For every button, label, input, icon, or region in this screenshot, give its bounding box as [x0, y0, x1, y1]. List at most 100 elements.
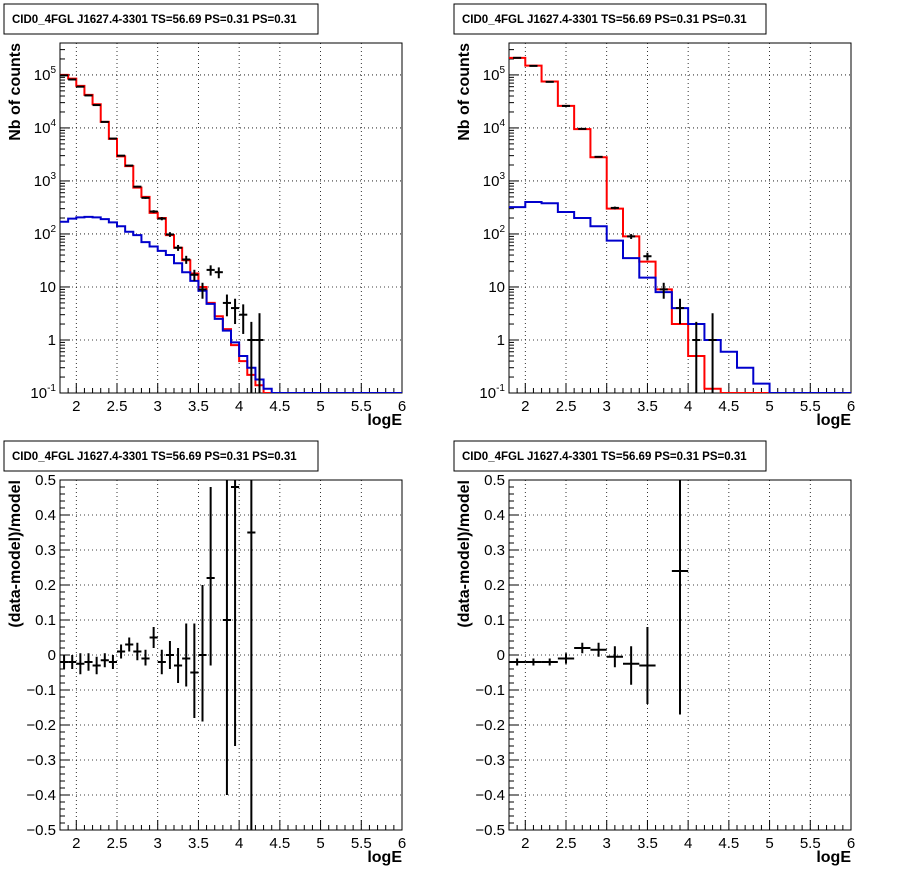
x-axis-label: logE [816, 412, 851, 429]
chart-panel-3: 2 2.5 3 3.5 4 4.5 5 5.5 6 −0.5 −0.4 −0.3 −0.2 −0.1 0 0.… [3, 440, 406, 866]
y-tick-label: −0.4 [475, 787, 505, 804]
y-tick-label: 0 [48, 647, 56, 664]
x-axis-label: logE [367, 412, 402, 429]
y-tick-label: −0.2 [475, 717, 505, 734]
y-tick-label: −0.1 [475, 682, 505, 699]
y-tick-label: −0.1 [26, 682, 56, 699]
y-tick-label: 0.5 [484, 472, 505, 489]
y-tick-label: 0.2 [35, 577, 56, 594]
y-tick-label: −0.2 [26, 717, 56, 734]
x-tick-label: 6 [398, 398, 406, 415]
x-tick-label: 3.5 [637, 835, 658, 852]
y-tick-label: 105 [483, 65, 506, 84]
plot-frame [508, 42, 852, 394]
y-tick-label: 0.3 [35, 542, 56, 559]
y-tick-label: 10 [39, 279, 56, 296]
x-tick-label: 2.5 [556, 835, 577, 852]
x-tick-label: 3.5 [188, 835, 209, 852]
chart-title: CID0_4FGL J1627.4-3301 TS=56.69 PS=0.31 … [12, 14, 297, 26]
x-tick-label: 5 [316, 398, 324, 415]
y-tick-label: 105 [34, 65, 57, 84]
x-tick-label: 2.5 [107, 398, 128, 415]
x-tick-label: 6 [847, 398, 855, 415]
x-tick-label: 5 [316, 835, 324, 852]
plot-area [60, 480, 256, 830]
x-tick-label: 5 [765, 835, 773, 852]
y-axis-label: (data-model)/model [456, 480, 473, 628]
y-tick-label: 10-1 [30, 383, 56, 402]
y-tick-label: −0.4 [26, 787, 56, 804]
y-tick-label: 0.5 [35, 472, 56, 489]
x-tick-label: 2 [72, 398, 80, 415]
x-tick-label: 6 [847, 835, 855, 852]
y-tick-label: 0 [497, 647, 505, 664]
y-tick-label: 103 [34, 171, 57, 190]
x-tick-label: 5.5 [351, 398, 372, 415]
x-tick-label: 4 [235, 398, 243, 415]
y-axis-label: (data-model)/model [7, 480, 24, 628]
chart-panel-1: 2 2.5 3 3.5 4 4.5 5 5.5 6 10-1 1 10 102 103 104 105 logE… [3, 3, 406, 429]
plot-area [60, 73, 402, 393]
title-box [453, 440, 767, 472]
y-tick-label: −0.5 [475, 822, 505, 839]
y-tick-label: −0.3 [475, 752, 505, 769]
x-tick-label: 3 [603, 398, 611, 415]
chart-title: CID0_4FGL J1627.4-3301 TS=56.69 PS=0.31 … [462, 451, 747, 463]
y-tick-label: 0.1 [484, 612, 505, 629]
chart-panel-4: 2 2.5 3 3.5 4 4.5 5 5.5 6 −0.5 −0.4 −0.3 −0.2 −0.1 0 0.… [453, 440, 855, 866]
x-tick-label: 4.5 [269, 398, 290, 415]
series-step-line-0 [509, 56, 851, 393]
y-axis-label: Nb of counts [456, 43, 473, 141]
x-axis-label: logE [367, 849, 402, 866]
chart-title: CID0_4FGL J1627.4-3301 TS=56.69 PS=0.31 … [462, 14, 747, 26]
x-tick-label: 2 [521, 398, 529, 415]
y-tick-label: −0.5 [26, 822, 56, 839]
title-box [3, 3, 319, 35]
y-tick-label: 10 [488, 279, 505, 296]
x-axis-label: logE [816, 849, 851, 866]
y-tick-label: 0.2 [484, 577, 505, 594]
x-tick-label: 3 [154, 835, 162, 852]
plot-area [509, 56, 851, 393]
y-tick-label: 0.4 [35, 507, 56, 524]
x-tick-label: 4 [235, 835, 243, 852]
series-step-line-1 [60, 215, 402, 393]
y-tick-label: 102 [34, 224, 57, 243]
y-tick-label: 1 [48, 332, 56, 349]
x-tick-label: 4.5 [718, 398, 739, 415]
x-tick-label: 3.5 [637, 398, 658, 415]
y-tick-label: 10-1 [479, 383, 505, 402]
x-tick-label: 2 [521, 835, 529, 852]
x-tick-label: 3.5 [188, 398, 209, 415]
y-axis-label: Nb of counts [7, 43, 24, 141]
y-tick-label: 104 [483, 118, 506, 137]
x-tick-label: 2 [72, 835, 80, 852]
x-tick-label: 4.5 [718, 835, 739, 852]
y-tick-label: 103 [483, 171, 506, 190]
y-tick-label: 102 [483, 224, 506, 243]
title-box [3, 440, 319, 472]
x-tick-label: 3 [603, 835, 611, 852]
x-tick-label: 3 [154, 398, 162, 415]
y-tick-label: 0.3 [484, 542, 505, 559]
x-tick-label: 5 [765, 398, 773, 415]
x-tick-label: 5.5 [800, 398, 821, 415]
y-tick-label: 0.1 [35, 612, 56, 629]
y-tick-label: 1 [497, 332, 505, 349]
x-tick-label: 4 [684, 398, 692, 415]
x-tick-label: 5.5 [800, 835, 821, 852]
title-box [453, 3, 767, 35]
x-tick-label: 6 [398, 835, 406, 852]
y-tick-label: 0.4 [484, 507, 505, 524]
chart-title: CID0_4FGL J1627.4-3301 TS=56.69 PS=0.31 … [12, 451, 297, 463]
chart-panel-2: 2 2.5 3 3.5 4 4.5 5 5.5 6 10-1 1 10 102 103 104 105 logE… [453, 3, 855, 429]
x-tick-label: 4.5 [269, 835, 290, 852]
x-tick-label: 2.5 [107, 835, 128, 852]
x-tick-label: 4 [684, 835, 692, 852]
plot-area [509, 480, 689, 715]
plot-frame [59, 479, 403, 831]
x-tick-label: 2.5 [556, 398, 577, 415]
y-tick-label: −0.3 [26, 752, 56, 769]
y-tick-label: 104 [34, 118, 57, 137]
